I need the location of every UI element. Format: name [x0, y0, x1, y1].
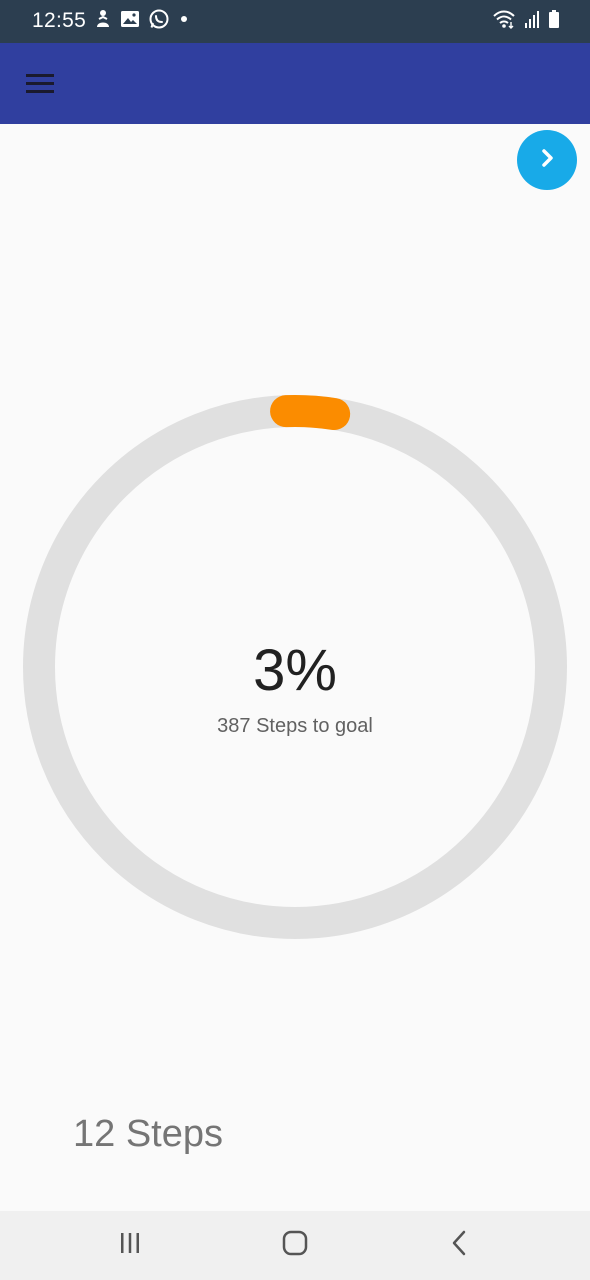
- steps-count: 12 Steps: [73, 1113, 223, 1155]
- steps-to-goal: 387 Steps to goal: [217, 715, 373, 737]
- whatsapp-icon: [148, 8, 170, 35]
- recents-icon: [118, 1231, 142, 1260]
- dot-icon: [178, 12, 190, 30]
- signal-icon: [524, 9, 540, 34]
- battery-icon: [548, 9, 560, 34]
- home-icon: [282, 1230, 308, 1261]
- wifi-icon: [492, 9, 516, 34]
- hamburger-menu-icon: [25, 72, 55, 99]
- progress-ring-fill: [22, 394, 567, 939]
- home-button[interactable]: [255, 1211, 335, 1280]
- next-button[interactable]: [517, 130, 577, 190]
- menu-button[interactable]: [20, 65, 60, 105]
- status-icons-left: [94, 8, 190, 35]
- back-icon: [448, 1230, 472, 1261]
- app-bar: [0, 43, 590, 124]
- progress-percent: 3%: [253, 638, 337, 703]
- nav-bar: [0, 1211, 590, 1280]
- status-time: 12:55: [32, 9, 87, 32]
- status-icons-right: [492, 9, 560, 34]
- person-notification-icon: [94, 9, 112, 34]
- back-button[interactable]: [420, 1211, 500, 1280]
- gallery-icon: [120, 9, 140, 34]
- status-bar: 12:55: [0, 0, 590, 43]
- chevron-right-icon: [536, 147, 558, 174]
- recents-button[interactable]: [90, 1211, 170, 1280]
